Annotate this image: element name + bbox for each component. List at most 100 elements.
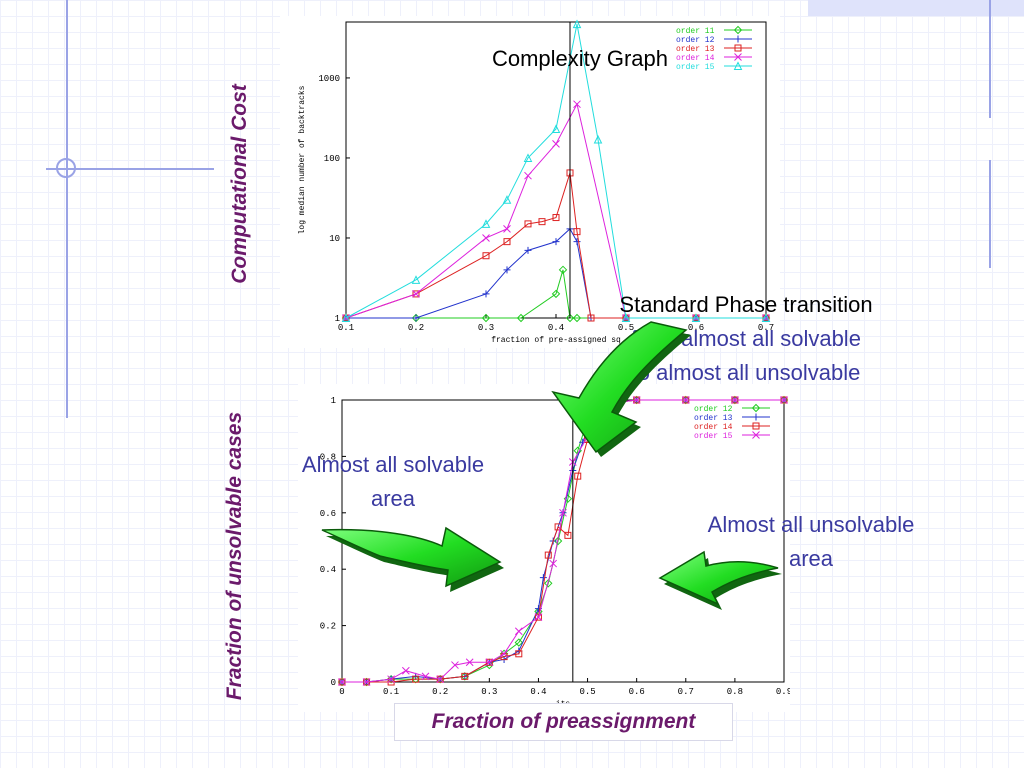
top-data-point [341, 313, 351, 322]
top-y-tick-label: 100 [324, 154, 340, 164]
top-data-point [761, 313, 771, 322]
bottom-data-point [485, 658, 494, 667]
bottom-legend-marker [752, 422, 760, 430]
bottom-y-tick-label: 1 [331, 396, 336, 406]
top-y-tick-label: 10 [329, 234, 340, 244]
decor-top-right-band [808, 0, 1024, 16]
bottom-data-point [421, 672, 430, 681]
top-data-point [524, 171, 532, 180]
bottom-x-tick-label: 0.7 [678, 687, 694, 697]
bottom-data-point [338, 678, 346, 686]
top-data-point [503, 225, 511, 233]
top-legend-label: order 13 [676, 45, 715, 54]
top-x-tick-label: 0.6 [688, 323, 704, 333]
bottom-data-point [780, 396, 788, 404]
left-area-line-2: area [370, 486, 416, 511]
bottom-data-point [559, 508, 567, 517]
top-data-point [573, 238, 581, 246]
bottom-data-point [412, 675, 420, 683]
phase-transition-caption: Standard Phase transition from almost al… [566, 288, 926, 390]
bottom-x-tick-label: 0.4 [530, 687, 546, 697]
top-legend-marker [734, 35, 742, 43]
bottom-data-point [387, 675, 395, 684]
top-data-point [411, 275, 421, 284]
bottom-data-point [534, 613, 542, 621]
right-area-caption: Almost all unsolvable area [670, 508, 952, 576]
bottom-x-tick-label: 0.5 [579, 687, 595, 697]
top-data-point [573, 228, 581, 236]
bottom-y-tick-label: 0 [331, 678, 336, 688]
top-data-point [551, 124, 561, 134]
bottom-data-point [554, 523, 562, 531]
top-y-axis-title: log median number of backtracks [298, 85, 307, 234]
bottom-data-point [564, 531, 572, 539]
phase-line-1: from almost all solvable [631, 326, 861, 351]
top-legend-label: order 12 [676, 36, 715, 45]
complexity-graph-caption: Complexity Graph [491, 46, 669, 71]
top-x-tick-label: 0.3 [478, 323, 494, 333]
bottom-legend-label: order 12 [694, 405, 733, 414]
top-x-tick-label: 0.1 [338, 323, 354, 333]
top-data-point [412, 314, 420, 322]
top-data-point [573, 100, 581, 109]
top-y-tick-label: 1000 [318, 74, 340, 84]
x-axis-label-bottom: Fraction of preassignment [394, 703, 733, 741]
top-data-point [523, 153, 533, 162]
top-series-line [345, 24, 766, 319]
top-legend-marker [734, 53, 742, 61]
top-data-point [412, 290, 420, 298]
bottom-data-point [465, 658, 474, 667]
bottom-data-point [436, 675, 445, 684]
bottom-x-tick-label: 0.8 [727, 687, 743, 697]
top-data-point [482, 234, 490, 242]
decor-horizontal-line-left [46, 168, 214, 170]
top-legend-label: order 11 [676, 27, 715, 36]
decor-circle-left [56, 158, 76, 178]
top-legend-label: order 15 [676, 63, 715, 72]
top-data-point [593, 134, 603, 144]
bottom-data-point [451, 661, 459, 669]
bottom-legend-marker [752, 431, 760, 439]
bottom-data-point [514, 638, 524, 647]
top-legend-marker [734, 44, 742, 52]
bottom-y-tick-label: 0.2 [320, 622, 336, 632]
top-legend-label: order 14 [676, 54, 715, 63]
bottom-data-point [544, 579, 553, 588]
bottom-data-point [401, 666, 410, 675]
top-data-point [538, 218, 546, 226]
bottom-x-tick-label: 0 [339, 687, 344, 697]
bottom-data-point [549, 559, 558, 568]
top-x-tick-label: 0.7 [758, 323, 774, 333]
top-data-point [587, 314, 595, 322]
bottom-y-tick-label: 0.6 [320, 509, 336, 519]
bottom-data-point [500, 649, 508, 658]
top-data-point [412, 290, 420, 298]
bottom-data-point [539, 574, 547, 582]
top-data-point [552, 214, 560, 222]
bottom-data-point [534, 613, 543, 621]
top-y-tick-label: 1 [335, 314, 340, 324]
right-area-line-1: Almost all unsolvable [707, 512, 915, 537]
bottom-legend-marker [751, 403, 761, 413]
bottom-x-tick-label: 0.6 [629, 687, 645, 697]
top-data-point [482, 290, 490, 298]
top-x-tick-label: 0.4 [548, 323, 564, 333]
bottom-y-tick-label: 0.8 [320, 452, 336, 462]
y-axis-label-bottom: Fraction of unsolvable cases [223, 411, 246, 701]
top-data-point [482, 252, 490, 260]
top-data-point [481, 219, 491, 228]
bottom-x-tick-label: 0.1 [383, 687, 399, 697]
bottom-legend-label: order 14 [694, 423, 733, 432]
phase-title: Standard Phase transition [619, 292, 873, 317]
bottom-data-point [461, 672, 469, 680]
bottom-legend-label: order 15 [694, 432, 733, 441]
decor-vertical-line-right-mid [989, 160, 991, 268]
bottom-legend-label: order 13 [694, 414, 733, 423]
bottom-legend-marker [752, 413, 760, 421]
top-data-point [516, 313, 526, 323]
decor-vertical-line-right-top [989, 0, 991, 118]
top-data-point [552, 238, 560, 246]
bottom-data-point [574, 472, 582, 480]
bottom-data-point [436, 675, 444, 683]
